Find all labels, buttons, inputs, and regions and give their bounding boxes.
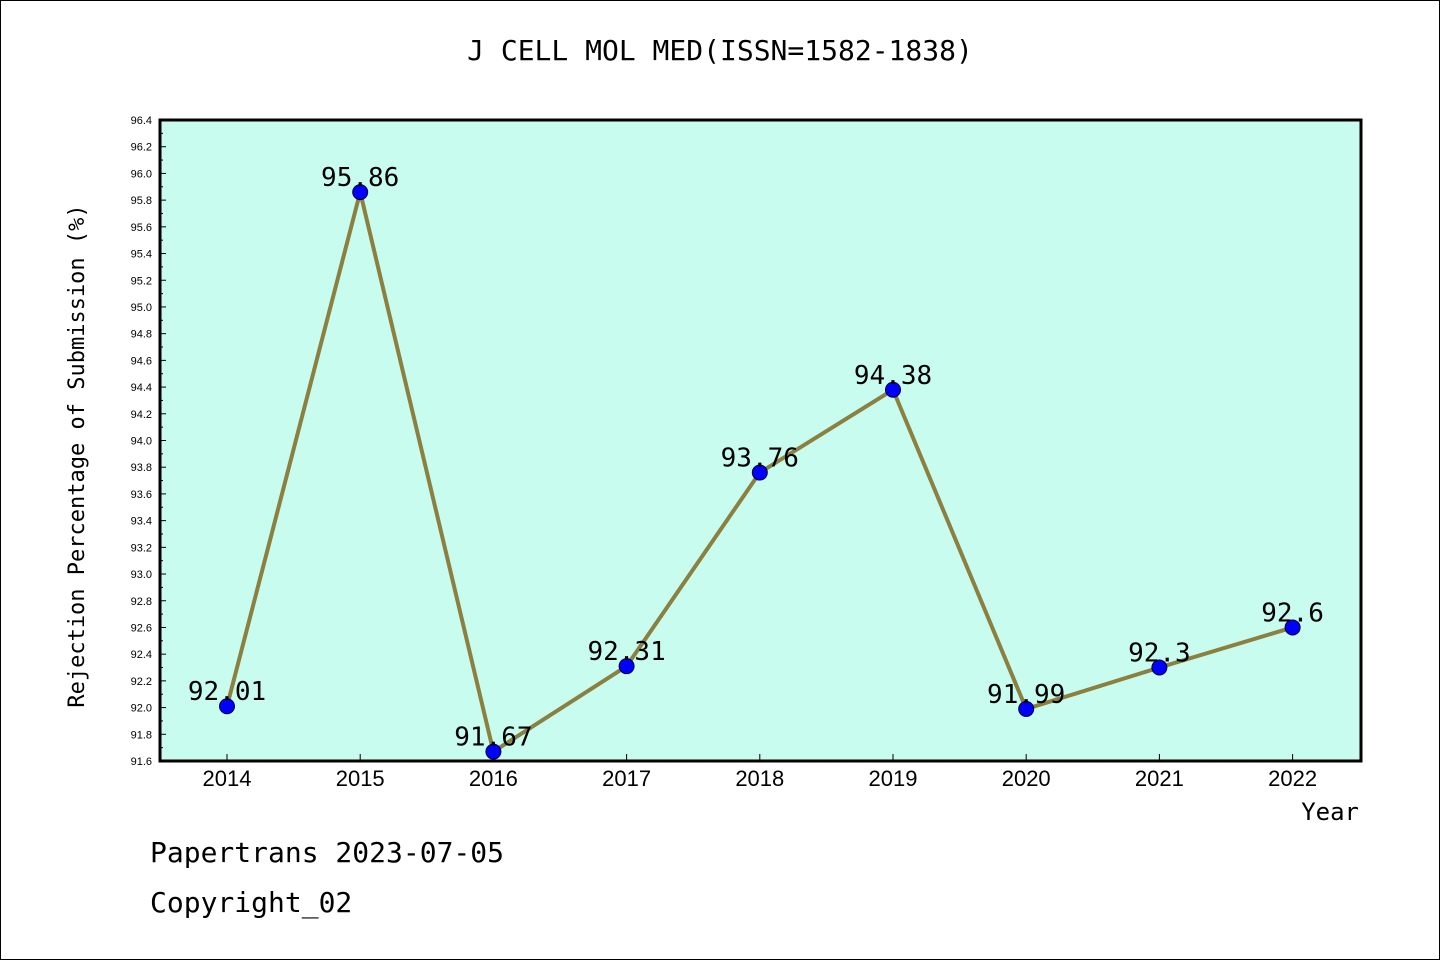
y-tick-label: 96.4 (131, 115, 152, 127)
y-tick-label: 93.2 (131, 542, 152, 554)
data-label: 95.86 (321, 163, 399, 193)
x-axis: 2014 2015 2016 2017 2018 2019 2020 2021 2022 (203, 754, 1317, 791)
y-tick-label: 93.4 (131, 516, 152, 528)
data-label: 92.31 (587, 637, 665, 667)
y-tick-label: 92.0 (131, 703, 152, 715)
data-label: 93.76 (721, 444, 799, 474)
y-tick-label: 95.6 (131, 222, 152, 234)
x-tick-label: 2018 (735, 766, 784, 791)
chart-title: J CELL MOL MED(ISSN=1582-1838) (467, 34, 973, 67)
data-label: 92.3 (1128, 639, 1191, 669)
y-tick-label: 95.4 (131, 249, 152, 261)
series-rejection: 92.01 95.86 91.67 92.31 93.76 94.38 91.99 92.3 9… (188, 163, 1324, 760)
footer-copyright: Copyright_02 (150, 886, 353, 919)
data-point (219, 698, 235, 715)
y-tick-label: 94.8 (131, 329, 152, 341)
y-tick-label: 93.6 (131, 489, 152, 501)
y-tick-label: 92.8 (131, 596, 152, 608)
y-tick-label: 92.4 (131, 649, 152, 661)
x-tick-label: 2019 (869, 766, 918, 791)
x-tick-label: 2022 (1268, 766, 1317, 791)
y-tick-label: 92.2 (131, 676, 152, 688)
y-tick-label: 91.6 (131, 756, 152, 768)
y-tick-label: 95.0 (131, 302, 152, 314)
y-tick-label: 94.4 (131, 382, 152, 394)
y-tick-label: 94.0 (131, 436, 152, 448)
y-axis: 91.6 91.8 92.0 92.2 92.4 92.6 92.8 93.0 93.2 93.4… (131, 115, 166, 768)
x-tick-label: 2016 (469, 766, 518, 791)
y-tick-label: 96.2 (131, 142, 152, 154)
data-label: 92.01 (188, 677, 266, 707)
x-tick-label: 2021 (1135, 766, 1184, 791)
x-tick-label: 2017 (602, 766, 651, 791)
data-point (618, 658, 635, 675)
data-label: 92.6 (1261, 598, 1324, 628)
x-tick-label: 2020 (1002, 766, 1051, 791)
data-point (1284, 619, 1301, 636)
y-tick-label: 96.0 (131, 168, 152, 180)
x-tick-label: 2014 (203, 766, 252, 791)
data-point (1018, 700, 1035, 717)
y-tick-label: 94.6 (131, 355, 152, 367)
data-point (485, 743, 502, 760)
footer-date: Papertrans 2023-07-05 (150, 836, 505, 869)
y-tick-label: 93.8 (131, 462, 152, 474)
y-tick-label: 93.0 (131, 569, 152, 581)
y-tick-label: 95.2 (131, 275, 152, 287)
y-axis-label: Rejection Percentage of Submission (%) (65, 204, 90, 707)
x-axis-label: Year (1301, 798, 1359, 826)
y-tick-label: 94.2 (131, 409, 152, 421)
data-point (1151, 659, 1168, 676)
data-point (352, 184, 369, 201)
data-point (751, 464, 768, 481)
plot-area (160, 120, 1361, 761)
x-tick-label: 2015 (336, 766, 385, 791)
y-tick-label: 92.6 (131, 622, 152, 634)
y-tick-label: 95.8 (131, 195, 152, 207)
plot-border (158, 118, 1363, 763)
data-label: 91.67 (454, 723, 532, 753)
y-tick-label: 91.8 (131, 729, 152, 741)
data-point (885, 381, 901, 398)
data-label: 94.38 (854, 361, 932, 391)
data-label: 91.99 (987, 680, 1065, 710)
